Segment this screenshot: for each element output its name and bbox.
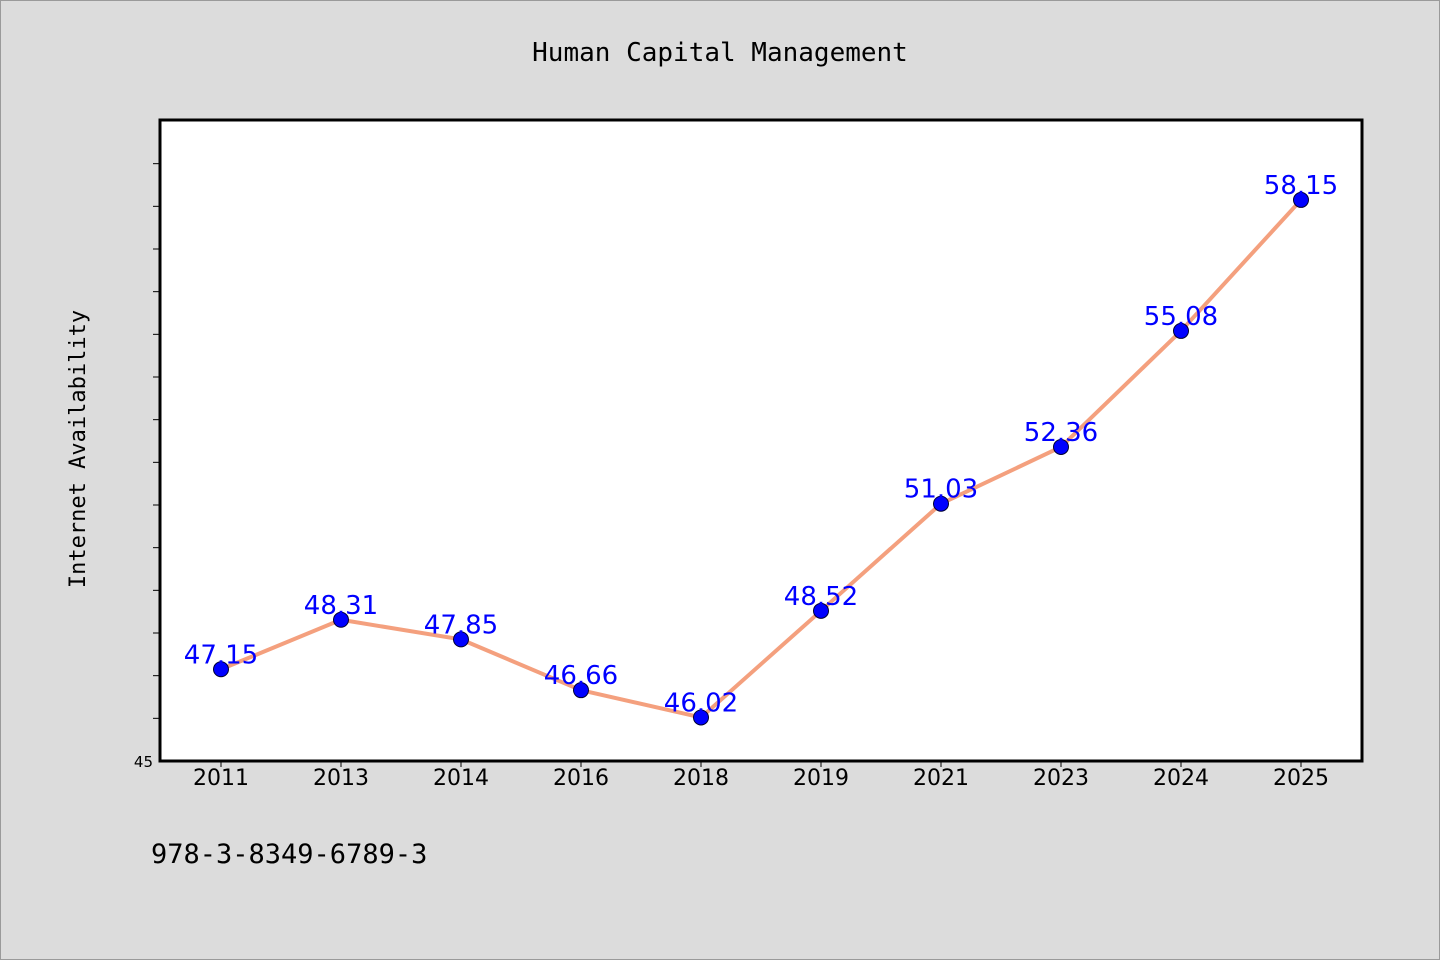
data-label: 46.66 xyxy=(544,661,618,691)
data-point xyxy=(693,709,709,726)
x-axis-ticks: 2011 2013 2014 2016 2018 2019 2021 2023 2024 2025 xyxy=(193,761,1329,791)
x-tick-label: 2014 xyxy=(433,766,489,791)
x-tick-label: 2021 xyxy=(913,766,969,791)
y-axis-ticks xyxy=(153,163,160,719)
series-line xyxy=(219,197,1303,720)
data-point xyxy=(573,682,589,699)
x-tick-label: 2023 xyxy=(1033,766,1089,791)
data-point xyxy=(453,631,469,648)
data-label: 46.02 xyxy=(664,688,738,718)
x-tick-label: 2024 xyxy=(1153,766,1209,791)
data-label: 47.85 xyxy=(424,610,498,640)
data-point xyxy=(213,661,229,678)
data-label: 51.03 xyxy=(904,475,978,505)
data-point xyxy=(1173,322,1189,339)
series-layer: 47.15 48.31 47.85 46.66 46.02 48.52 51.03 52.36… xyxy=(184,171,1338,726)
plot-area xyxy=(158,118,1364,763)
data-point xyxy=(933,495,949,512)
data-label: 55.08 xyxy=(1144,302,1218,332)
data-label: 52.36 xyxy=(1024,418,1098,448)
x-tick-label: 2019 xyxy=(793,766,849,791)
data-point xyxy=(813,602,829,619)
chart-title: Human Capital Management xyxy=(532,38,908,68)
x-tick-label: 2016 xyxy=(553,766,609,791)
data-point xyxy=(1053,438,1069,455)
x-tick-label: 2025 xyxy=(1273,766,1329,791)
y-axis-label: Internet Availability xyxy=(66,310,91,588)
x-tick-label: 2013 xyxy=(313,766,369,791)
data-point xyxy=(1293,191,1309,208)
data-point xyxy=(333,611,349,628)
x-tick-label: 2018 xyxy=(673,766,729,791)
data-label: 48.31 xyxy=(304,591,378,621)
data-label: 58.15 xyxy=(1264,171,1338,201)
data-label: 47.15 xyxy=(184,640,258,670)
x-tick-label: 2011 xyxy=(193,766,249,791)
footnote: 978-3-8349-6789-3 xyxy=(151,839,427,870)
data-label: 48.52 xyxy=(784,582,858,612)
y-min-tick-label: 45 xyxy=(134,753,153,771)
